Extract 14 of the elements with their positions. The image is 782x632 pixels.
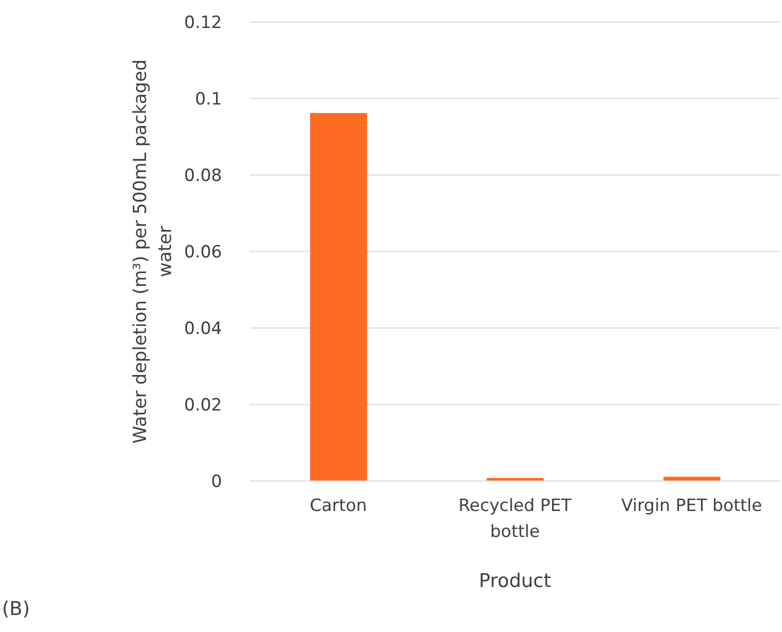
y-tick-label: 0.02: [184, 396, 222, 416]
x-tick-label: Recycled PET bottle: [458, 496, 572, 542]
y-tick-label: 0: [211, 472, 222, 492]
x-tick-label: Carton: [310, 496, 367, 516]
y-tick-label: 0.08: [184, 166, 222, 186]
bar: [310, 113, 368, 481]
y-tick-label: 0.04: [184, 319, 222, 340]
y-tick-label: 0.1: [194, 90, 222, 110]
text: (B): [2, 598, 30, 620]
x-axis-title: Product: [478, 570, 552, 592]
y-tick-label: 0.06: [184, 242, 222, 263]
y-axis-title: Water depletion (m³) per 500mL packaged water: [130, 59, 176, 444]
x-tick-label: Virgin PET bottle: [621, 496, 762, 516]
y-tick-label: 0.12: [184, 13, 222, 34]
